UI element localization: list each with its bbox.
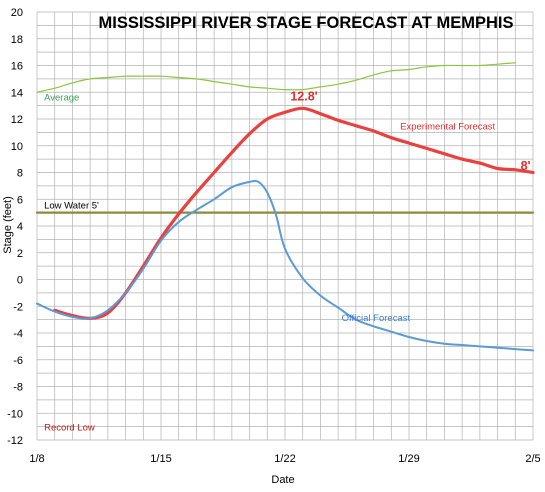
y-tick-label: 12 <box>11 114 23 126</box>
y-tick-label: -4 <box>13 328 23 340</box>
x-tick-label: 1/15 <box>150 453 171 465</box>
y-tick-label: -6 <box>13 355 23 367</box>
y-axis-label: Stage (feet) <box>2 196 14 253</box>
y-tick-label: 2 <box>17 248 23 260</box>
y-tick-label: -2 <box>13 301 23 313</box>
y-tick-label: 8 <box>17 168 23 180</box>
y-tick-label: 4 <box>17 221 23 233</box>
y-tick-label: 16 <box>11 61 23 73</box>
y-tick-label: -8 <box>13 382 23 394</box>
y-tick-label: 6 <box>17 194 23 206</box>
x-tick-label: 2/5 <box>525 453 540 465</box>
y-tick-label: 0 <box>17 275 23 287</box>
annotation-official-forecast: Official Forecast <box>342 313 411 324</box>
x-axis-label: Date <box>271 474 294 486</box>
x-tick-label: 1/29 <box>398 453 419 465</box>
y-tick-label: 18 <box>11 34 23 46</box>
x-tick-label: 1/22 <box>274 453 295 465</box>
series-line-average <box>36 62 516 93</box>
annotation-low-water-5: Low Water 5' <box>44 201 99 212</box>
annotation-12-8: 12.8' <box>290 89 317 103</box>
y-tick-label: -12 <box>7 435 23 447</box>
grid <box>36 11 534 441</box>
y-tick-label: -10 <box>7 408 23 420</box>
series-line-official-forecast <box>36 179 534 352</box>
y-tick-label: 20 <box>11 7 23 19</box>
y-tick-label: 10 <box>11 141 23 153</box>
annotation-record-low: Record Low <box>44 423 95 434</box>
series-lines <box>36 62 535 352</box>
y-tick-label: 14 <box>11 87 23 99</box>
annotation-average: Average <box>44 92 79 103</box>
annotation-8: 8' <box>521 159 531 173</box>
annotations: Average 12.8' Experimental Forecast 8' Low W… <box>44 89 530 433</box>
x-tick-labels: 1/8 1/15 1/22 1/29 2/5 <box>29 453 540 465</box>
x-tick-label: 1/8 <box>29 453 44 465</box>
annotation-experimental-forecast: Experimental Forecast <box>400 122 495 133</box>
chart-title: MISSISSIPPI RIVER STAGE FORECAST AT MEMP… <box>99 14 514 32</box>
